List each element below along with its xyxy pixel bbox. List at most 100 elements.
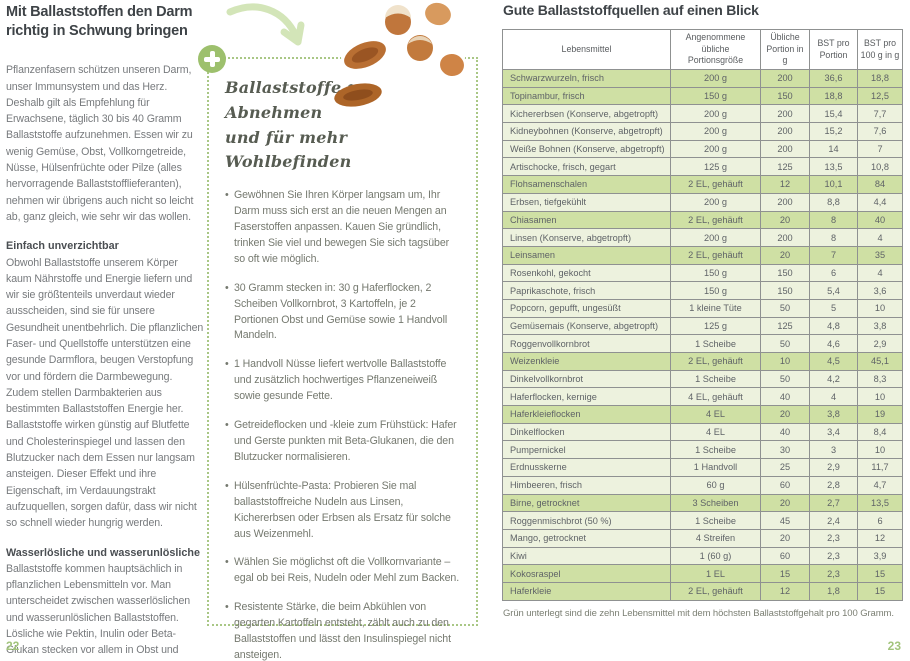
food-cell: Himbeeren, frisch <box>502 475 671 495</box>
bst-per-portion-cell: 3,4 <box>809 422 858 442</box>
food-cell: Roggenmischbrot (50 %) <box>502 511 671 530</box>
food-cell: Kichererbsen (Konserve, abgetropft) <box>502 104 671 124</box>
food-cell: Erbsen, tiefgekühlt <box>502 192 671 212</box>
tip-item: 30 Gramm stecken in: 30 g Haferflocken, … <box>225 281 462 345</box>
portion-size-cell: 200 g <box>670 139 761 159</box>
portion-grams-cell: 150 <box>760 281 810 300</box>
portion-grams-cell: 150 <box>760 86 810 106</box>
table-row: Haferkleie 2 EL, gehäuft 12 1,8 15 <box>502 581 903 601</box>
column-header: BST pro 100 g in g <box>857 29 903 70</box>
table-row: Kidneybohnen (Konserve, abgetropft) 200 g… <box>502 122 903 141</box>
bst-per-100g-cell: 12,5 <box>857 86 903 106</box>
bst-per-100g-cell: 15 <box>857 564 903 583</box>
food-cell: Kokosraspel <box>502 564 671 583</box>
table-row: Popcorn, gepufft, ungesüßt 1 kleine Tüte 5… <box>502 298 903 318</box>
food-cell: Haferkleie <box>502 581 671 601</box>
portion-size-cell: 200 g <box>670 122 761 141</box>
food-cell: Birne, getrocknet <box>502 493 671 513</box>
bst-per-100g-cell: 4 <box>857 263 903 283</box>
portion-size-cell: 125 g <box>670 157 761 177</box>
tip-list: Gewöhnen Sie Ihren Körper langsam um, Ih… <box>225 188 462 661</box>
bst-per-portion-cell: 15,2 <box>809 122 858 141</box>
table-row: Paprikaschote, frisch 150 g 150 5,4 3,6 <box>502 281 903 300</box>
portion-size-cell: 1 Scheibe <box>670 334 761 353</box>
table-row: Erbsen, tiefgekühlt 200 g 200 8,8 4,4 <box>502 192 903 212</box>
food-cell: Dinkelvollkornbrot <box>502 369 671 389</box>
bst-per-100g-cell: 4,4 <box>857 192 903 212</box>
portion-size-cell: 3 Scheiben <box>670 493 761 513</box>
bst-per-100g-cell: 45,1 <box>857 352 903 371</box>
portion-grams-cell: 20 <box>760 528 810 548</box>
bst-per-portion-cell: 4 <box>809 387 858 407</box>
section-paragraph: Ballaststoffe kommen hauptsächlich in pf… <box>6 562 191 661</box>
food-cell: Dinkelflocken <box>502 422 671 442</box>
portion-size-cell: 150 g <box>670 263 761 283</box>
intro-paragraph: Pflanzenfasern schützen unseren Darm, un… <box>6 64 194 223</box>
table-row: Dinkelvollkornbrot 1 Scheibe 50 4,2 8,3 <box>502 369 903 389</box>
bst-per-100g-cell: 40 <box>857 210 903 230</box>
bst-per-portion-cell: 5 <box>809 298 858 318</box>
portion-size-cell: 1 Scheibe <box>670 511 761 530</box>
portion-grams-cell: 50 <box>760 369 810 389</box>
table-row: Erdnusskerne 1 Handvoll 25 2,9 11,7 <box>502 458 903 477</box>
food-cell: Schwarzwurzeln, frisch <box>502 69 671 88</box>
portion-grams-cell: 30 <box>760 440 810 460</box>
food-cell: Gemüsemais (Konserve, abgetropft) <box>502 316 671 336</box>
portion-grams-cell: 200 <box>760 139 810 159</box>
bst-per-100g-cell: 8,4 <box>857 422 903 442</box>
portion-size-cell: 200 g <box>670 192 761 212</box>
table-row: Birne, getrocknet 3 Scheiben 20 2,7 13,5 <box>502 493 903 513</box>
tip-item: Resistente Stärke, die beim Abkühlen von… <box>225 600 462 661</box>
portion-size-cell: 2 EL, gehäuft <box>670 175 761 194</box>
portion-size-cell: 2 EL, gehäuft <box>670 581 761 601</box>
tip-item: Getreideflocken und -kleie zum Frühstück… <box>225 418 462 466</box>
bst-per-portion-cell: 2,9 <box>809 458 858 477</box>
tip-item: Gewöhnen Sie Ihren Körper langsam um, Ih… <box>225 188 462 268</box>
portion-size-cell: 4 EL <box>670 405 761 424</box>
portion-size-cell: 200 g <box>670 69 761 88</box>
table-row: Kokosraspel 1 EL 15 2,3 15 <box>502 564 903 583</box>
bst-per-portion-cell: 8,8 <box>809 192 858 212</box>
portion-grams-cell: 20 <box>760 210 810 230</box>
portion-size-cell: 150 g <box>670 86 761 106</box>
bst-per-100g-cell: 84 <box>857 175 903 194</box>
bst-per-100g-cell: 10 <box>857 387 903 407</box>
food-cell: Topinambur, frisch <box>502 86 671 106</box>
bst-per-portion-cell: 4,6 <box>809 334 858 353</box>
table-row: Roggenvollkornbrot 1 Scheibe 50 4,6 2,9 <box>502 334 903 353</box>
portion-size-cell: 1 Scheibe <box>670 369 761 389</box>
bst-per-portion-cell: 8 <box>809 228 858 247</box>
food-cell: Haferkleieflocken <box>502 405 671 424</box>
table-row: Flohsamenschalen 2 EL, gehäuft 12 10,1 84 <box>502 175 903 194</box>
portion-grams-cell: 40 <box>760 387 810 407</box>
bst-per-100g-cell: 35 <box>857 245 903 265</box>
portion-grams-cell: 200 <box>760 228 810 247</box>
portion-grams-cell: 45 <box>760 511 810 530</box>
portion-size-cell: 1 Handvoll <box>670 458 761 477</box>
food-cell: Kiwi <box>502 546 671 566</box>
portion-grams-cell: 200 <box>760 122 810 141</box>
portion-size-cell: 2 EL, gehäuft <box>670 352 761 371</box>
bst-per-portion-cell: 2,3 <box>809 546 858 566</box>
portion-size-cell: 1 Scheibe <box>670 440 761 460</box>
bst-per-100g-cell: 7,6 <box>857 122 903 141</box>
food-cell: Popcorn, gepufft, ungesüßt <box>502 298 671 318</box>
table-body: Schwarzwurzeln, frisch 200 g 200 36,6 18,8 To… <box>502 69 903 601</box>
section-paragraph: Obwohl Ballaststoffe unserem Körper kaum… <box>6 256 204 530</box>
portion-size-cell: 2 EL, gehäuft <box>670 210 761 230</box>
table-row: Kiwi 1 (60 g) 60 2,3 3,9 <box>502 546 903 566</box>
food-cell: Rosenkohl, gekocht <box>502 263 671 283</box>
table-row: Gemüsemais (Konserve, abgetropft) 125 g 12… <box>502 316 903 336</box>
page-number-left: 22 <box>6 639 20 653</box>
bst-per-portion-cell: 2,8 <box>809 475 858 495</box>
bst-per-100g-cell: 10 <box>857 440 903 460</box>
portion-size-cell: 4 EL <box>670 422 761 442</box>
food-cell: Weiße Bohnen (Konserve, abgetropft) <box>502 139 671 159</box>
bst-per-100g-cell: 4 <box>857 228 903 247</box>
curved-arrow-icon <box>226 3 305 46</box>
bst-per-portion-cell: 7 <box>809 245 858 265</box>
food-cell: Linsen (Konserve, abgetropft) <box>502 228 671 247</box>
table-row: Roggenmischbrot (50 %) 1 Scheibe 45 2,4 6 <box>502 511 903 530</box>
bst-per-100g-cell: 4,7 <box>857 475 903 495</box>
portion-grams-cell: 10 <box>760 352 810 371</box>
